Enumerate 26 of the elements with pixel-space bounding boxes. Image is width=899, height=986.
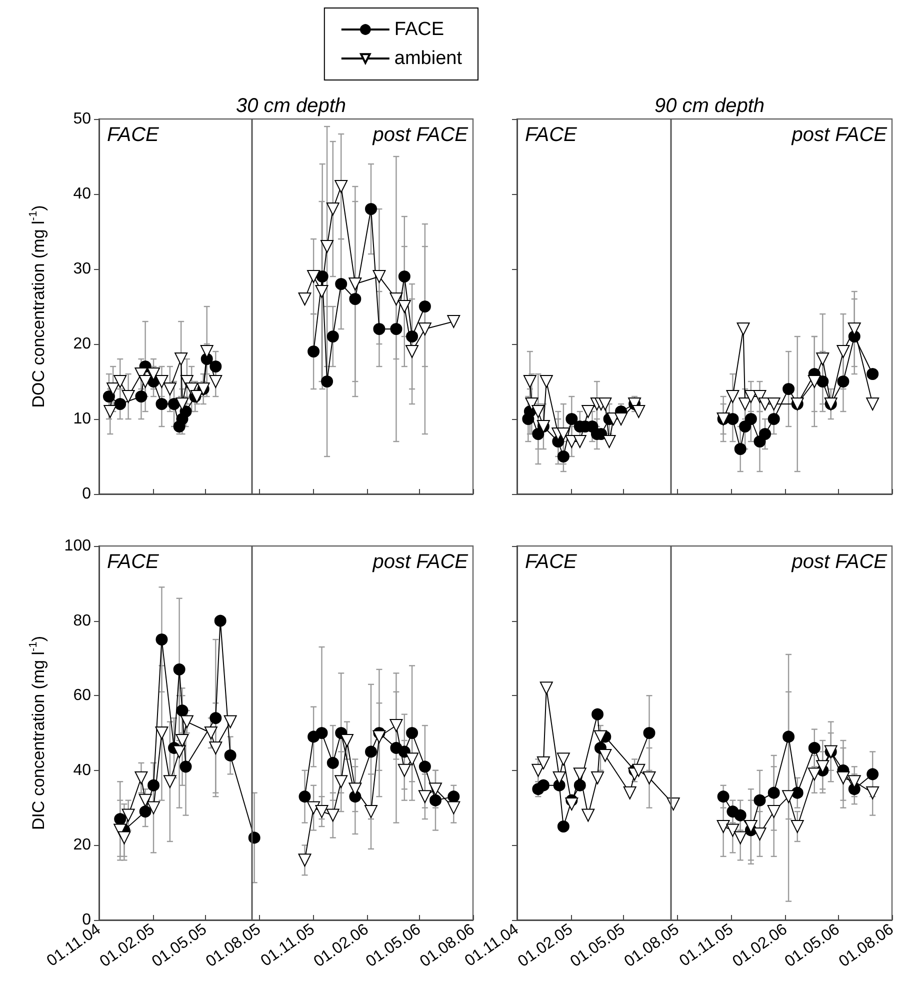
annotation: FACE: [525, 551, 578, 573]
annotation: post FACE: [790, 551, 888, 573]
y-tick-label: 20: [73, 336, 92, 352]
y-tick-label: 0: [82, 486, 92, 502]
y-tick-label: 50: [73, 110, 92, 128]
chart-title: 30 cm depth: [236, 95, 346, 117]
y-tick-label: 40: [73, 762, 92, 779]
legend-label: FACE: [394, 19, 444, 40]
y-tick-label: 30: [73, 260, 92, 278]
y-tick-label: 10: [73, 410, 92, 428]
y-tick-label: 20: [73, 836, 92, 854]
y-tick-label: 100: [64, 538, 92, 554]
annotation: FACE: [107, 124, 160, 146]
y-axis-title: DOC concentration (mg l-1): [28, 205, 48, 408]
annotation: post FACE: [372, 551, 469, 573]
y-tick-label: 60: [73, 687, 92, 704]
annotation: FACE: [107, 551, 160, 573]
annotation: post FACE: [372, 124, 469, 146]
annotation: post FACE: [790, 124, 888, 146]
y-tick-label: 0: [82, 912, 92, 928]
y-tick-label: 80: [73, 612, 92, 630]
legend-label: ambient: [394, 48, 463, 69]
y-tick-label: 40: [73, 186, 92, 202]
annotation: FACE: [525, 124, 578, 146]
chart-title: 90 cm depth: [654, 95, 765, 117]
y-axis-title: DIC concentration (mg l-1): [28, 636, 48, 830]
